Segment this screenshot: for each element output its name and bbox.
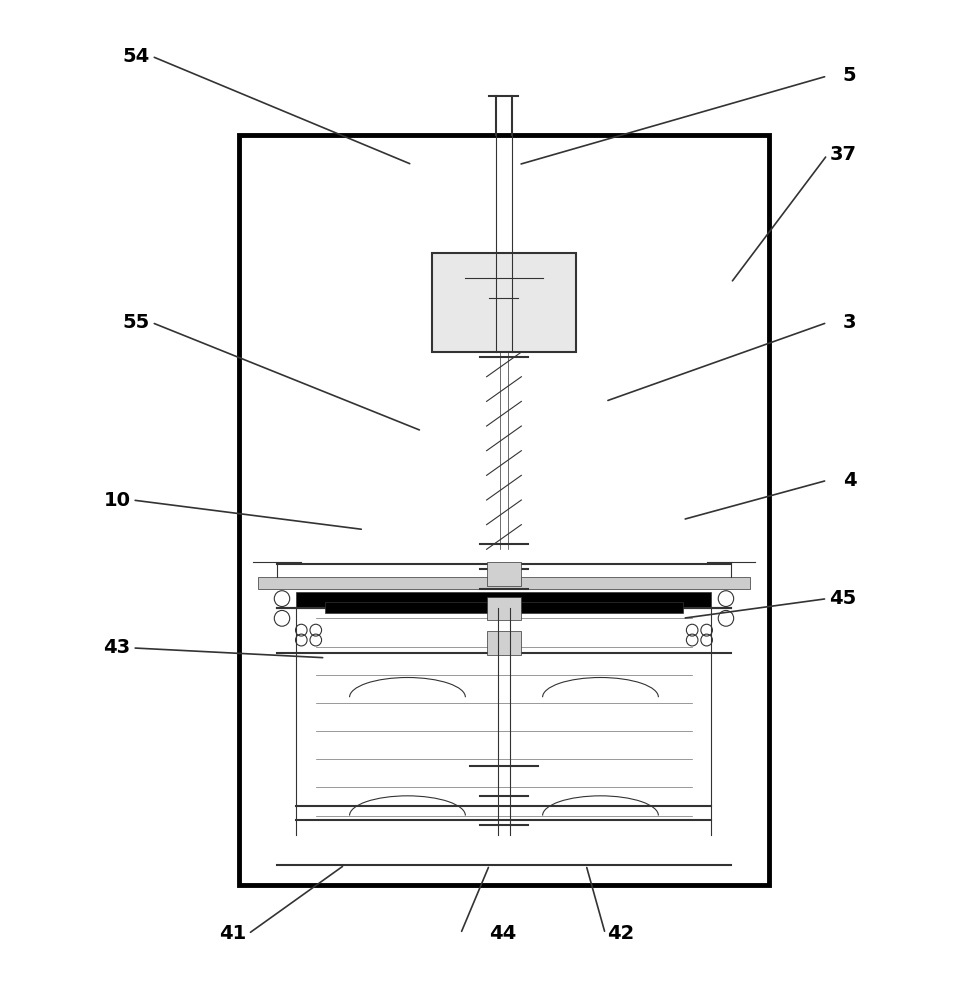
Text: 41: 41	[219, 924, 246, 943]
Bar	[239, 135, 769, 885]
Text: 44: 44	[489, 924, 516, 943]
Text: 54: 54	[122, 47, 150, 66]
Bar	[325, 602, 682, 613]
Bar	[486, 631, 521, 655]
Bar	[257, 577, 749, 589]
Text: 4: 4	[842, 471, 856, 490]
Bar	[431, 253, 576, 352]
Bar	[486, 597, 521, 620]
Bar	[296, 592, 711, 606]
Text: 45: 45	[828, 589, 856, 608]
Text: 37: 37	[828, 145, 856, 164]
Text: 55: 55	[122, 313, 150, 332]
Text: 10: 10	[104, 491, 130, 510]
Text: 42: 42	[606, 924, 634, 943]
Bar	[486, 562, 521, 586]
Text: 5: 5	[842, 66, 856, 85]
Text: 3: 3	[842, 313, 856, 332]
Text: 43: 43	[104, 638, 130, 657]
